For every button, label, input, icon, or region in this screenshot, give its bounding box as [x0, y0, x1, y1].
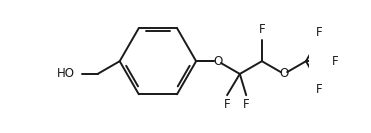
- Text: HO: HO: [57, 67, 75, 80]
- Text: F: F: [243, 98, 250, 111]
- Text: O: O: [213, 55, 222, 68]
- Text: F: F: [259, 23, 265, 36]
- Text: F: F: [332, 55, 338, 68]
- Text: F: F: [316, 26, 322, 39]
- Text: F: F: [224, 98, 230, 111]
- Text: O: O: [279, 67, 289, 80]
- Text: F: F: [316, 83, 322, 96]
